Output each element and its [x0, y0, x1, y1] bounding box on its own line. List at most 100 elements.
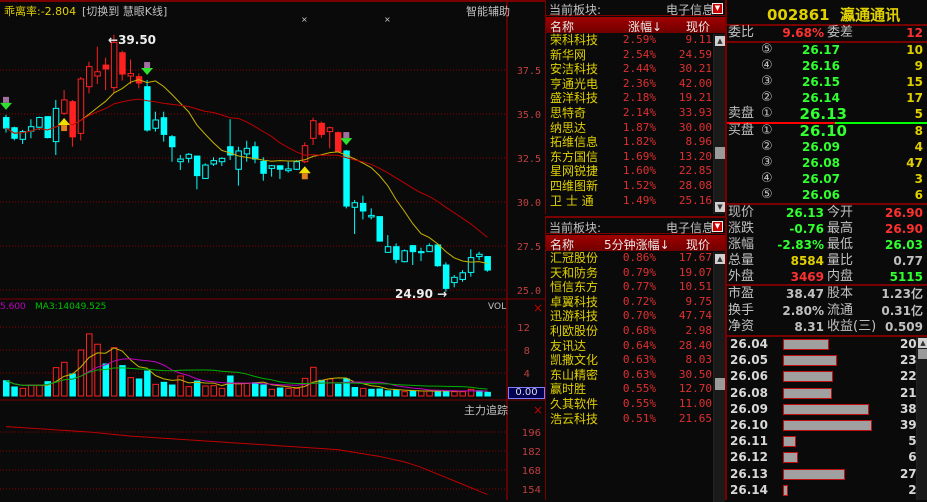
stat-value: -2.83%: [777, 238, 824, 252]
col-price[interactable]: 现价: [686, 20, 711, 34]
stock-row[interactable]: 荣科科技 2.59% 9.11: [546, 33, 712, 47]
volume-bar: [252, 382, 259, 397]
switch-view-link[interactable]: [切换到 慧眼K线]: [82, 5, 168, 18]
stock-change: 2.54%: [622, 47, 656, 61]
fundamental-value: 0.31亿: [881, 303, 923, 318]
stock-change: 2.36%: [622, 76, 656, 90]
col-change-sort[interactable]: 涨幅↓: [628, 20, 663, 34]
price-tick-label: 27.5: [517, 242, 541, 253]
stock-name: 卫 士 通: [550, 193, 594, 208]
scrollbar[interactable]: ▲ ▼: [713, 34, 725, 214]
stat-label: 涨幅: [728, 237, 755, 252]
col-name[interactable]: 名称: [550, 238, 575, 252]
stock-row[interactable]: 拓维信息 1.82% 8.96: [546, 135, 712, 149]
mainforce-tick-label: 154: [522, 485, 541, 496]
volume-bar: [185, 386, 193, 397]
fundamental-label: 股本: [827, 286, 854, 301]
close-icon[interactable]: ×: [384, 15, 391, 24]
stock-change: 0.63%: [622, 367, 656, 381]
candle: [102, 64, 110, 70]
candle: [160, 117, 168, 135]
scrollbar[interactable]: ▲: [916, 337, 927, 500]
volume-bar: [783, 387, 833, 399]
close-icon[interactable]: ×: [301, 15, 308, 24]
scroll-down-icon[interactable]: ▼: [715, 202, 725, 212]
stock-row[interactable]: 恒信东方 0.77% 10.51: [546, 280, 712, 294]
level-number: ③: [761, 155, 773, 170]
candle: [119, 52, 126, 75]
stock-row[interactable]: 安洁科技 2.44% 30.21: [546, 62, 712, 76]
stock-change: 1.60%: [622, 164, 656, 178]
col-price[interactable]: 现价: [686, 238, 711, 252]
stock-row[interactable]: 赢时胜 0.55% 12.70: [546, 382, 712, 396]
stock-row[interactable]: 汇冠股份 0.86% 17.67: [546, 251, 712, 265]
stock-title: 002861 瀛通通讯: [767, 4, 900, 25]
scrollbar[interactable]: ▲: [713, 252, 725, 502]
stock-row[interactable]: 星网锐捷 1.60% 22.85: [546, 164, 712, 178]
candle: [426, 245, 433, 253]
stock-price: 19.07: [678, 265, 712, 279]
stock-row[interactable]: 浩云科技 0.51% 21.65: [546, 412, 712, 426]
stock-row[interactable]: 卓翼科技 0.72% 9.75: [546, 295, 712, 309]
fundamental-value: 1.23亿: [881, 287, 923, 301]
volume-bar: [783, 452, 798, 464]
stat-value: 26.90: [885, 222, 923, 236]
stock-row[interactable]: 天和防务 0.79% 19.07: [546, 266, 712, 280]
stock-row[interactable]: 友讯达 0.64% 28.40: [546, 339, 712, 353]
stock-row[interactable]: 东山精密 0.63% 30.50: [546, 368, 712, 382]
stock-change: 0.86%: [622, 251, 656, 264]
close-pane-icon[interactable]: ×: [533, 403, 543, 417]
depth-price: 26.08: [730, 385, 768, 400]
fundamental-value: 0.509: [885, 320, 923, 334]
stock-row[interactable]: 亨通光电 2.36% 42.00: [546, 77, 712, 91]
stock-change: 0.79%: [622, 265, 656, 279]
high-price-value: 39.50: [118, 33, 157, 47]
stock-row[interactable]: 纳思达 1.87% 30.00: [546, 121, 712, 135]
level-number: ⑤: [761, 42, 773, 57]
stock-name: 瀛通通讯: [840, 6, 901, 24]
stock-price: 8.96: [685, 135, 713, 149]
candle: [368, 214, 375, 218]
col-name[interactable]: 名称: [550, 20, 575, 34]
sell-level-row: ③ 26.15 15: [727, 74, 927, 90]
stock-row[interactable]: 新华网 2.54% 24.59: [546, 48, 712, 62]
volume-bar: [783, 468, 846, 480]
candle: [359, 202, 367, 212]
stock-row[interactable]: 四维图新 1.52% 28.08: [546, 179, 712, 193]
stock-name: 盛洋科技: [550, 91, 599, 106]
smart-assist-button[interactable]: 智能辅助: [466, 5, 510, 18]
sector-select[interactable]: 电子信息: [666, 3, 715, 17]
scroll-thumb[interactable]: [918, 349, 927, 359]
price-volume-row: 26.08 219: [729, 385, 925, 401]
stock-row[interactable]: 利欧股份 0.68% 2.98: [546, 324, 712, 338]
scroll-up-icon[interactable]: ▲: [715, 36, 725, 46]
scroll-up-icon[interactable]: ▲: [918, 338, 927, 348]
sell-price: 26.17: [802, 43, 840, 57]
stock-row[interactable]: 卫 士 通 1.49% 25.16: [546, 194, 712, 208]
scroll-up-icon[interactable]: ▲: [715, 254, 725, 264]
dropdown-icon[interactable]: ▼: [712, 3, 723, 14]
stat-row: 总量 8584 量比 0.77: [727, 253, 927, 269]
scroll-thumb[interactable]: [715, 378, 725, 390]
stock-row[interactable]: 东方国信 1.69% 13.20: [546, 150, 712, 164]
stock-row[interactable]: 思特奇 2.14% 33.93: [546, 106, 712, 120]
dropdown-icon[interactable]: ▼: [712, 221, 723, 232]
stock-row[interactable]: 盛洋科技 2.18% 19.21: [546, 91, 712, 105]
volume-bar: [335, 383, 342, 397]
stock-row[interactable]: 迅游科技 0.70% 47.74: [546, 309, 712, 323]
candle: [260, 160, 267, 174]
stock-row[interactable]: 凯撒文化 0.63% 8.03: [546, 353, 712, 367]
stock-name: 迅游科技: [550, 309, 599, 324]
sell-level-row: 卖盘 ① 26.13 5: [727, 106, 927, 122]
stat-value: 0.77: [893, 254, 923, 268]
sector-select[interactable]: 电子信息: [666, 221, 715, 235]
col-5min-change-sort[interactable]: 5分钟涨幅↓: [604, 238, 670, 252]
stock-row[interactable]: 久其软件 0.55% 11.00: [546, 397, 712, 411]
scroll-thumb[interactable]: [715, 147, 725, 159]
stock-name: 天和防务: [550, 265, 599, 280]
fundamental-row: 净资 8.31 收益(三) 0.509: [727, 319, 927, 335]
volume-bar: [235, 382, 242, 397]
kline-chart[interactable]: 37.5 35.0 32.5 30.0 27.5 25.0 12 8 4 × × 196 182 168 1…: [0, 0, 545, 500]
price-tick-label: 35.0: [517, 110, 541, 121]
close-pane-icon[interactable]: ×: [533, 301, 543, 315]
